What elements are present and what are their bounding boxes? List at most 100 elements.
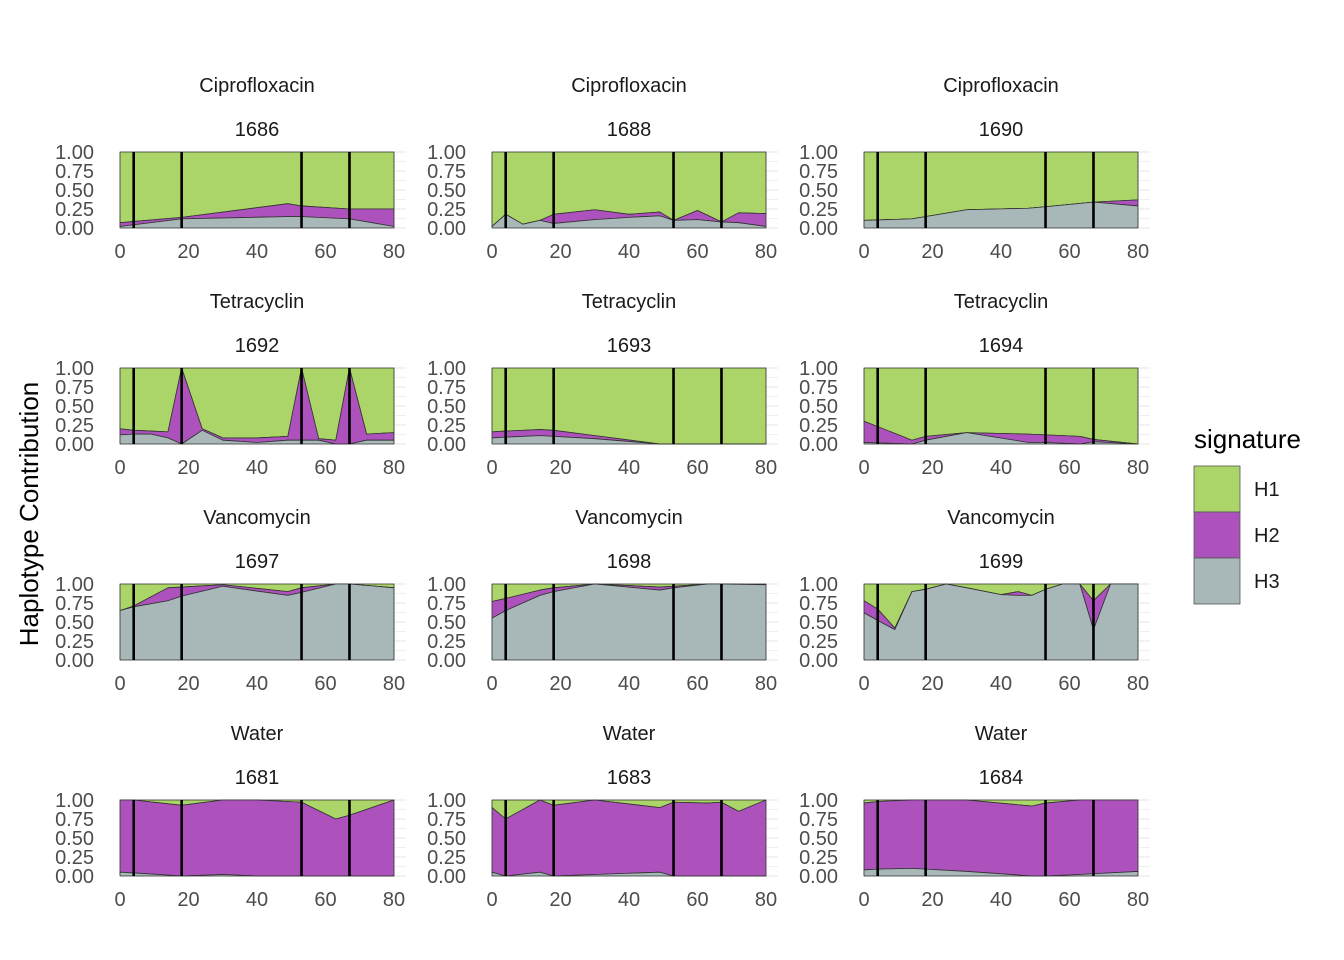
x-tick-label: 20 <box>549 457 571 479</box>
area-h3 <box>491 213 767 229</box>
y-tick-label: 1.00 <box>427 142 466 164</box>
legend: signature H1 H2 H3 <box>1193 424 1301 605</box>
strip-id-label: 1684 <box>979 767 1024 789</box>
strip-treatment-label: Ciprofloxacin <box>571 75 687 97</box>
x-tick-label: 80 <box>1127 889 1149 911</box>
y-tick-label: 0.50 <box>55 828 94 850</box>
y-tick-label: 0.00 <box>55 434 94 456</box>
y-tick-label: 0.25 <box>55 847 94 869</box>
x-tick-label: 80 <box>383 889 405 911</box>
facet-panel: Water 1681 0.000.250.500.751.00 0 20 40 60 80 <box>55 723 406 911</box>
x-tick-label: 60 <box>686 889 708 911</box>
strip-treatment-label: Tetracyclin <box>582 291 676 313</box>
strip-treatment-label: Water <box>231 723 284 745</box>
area-h3 <box>491 583 767 661</box>
x-tick-label: 60 <box>314 889 336 911</box>
y-tick-label: 0.00 <box>427 434 466 456</box>
strip-id-label: 1688 <box>607 119 652 141</box>
area-h3 <box>863 868 1139 877</box>
y-tick-label: 0.00 <box>55 650 94 672</box>
x-tick-label: 80 <box>755 457 777 479</box>
x-tick-label: 0 <box>486 889 497 911</box>
x-tick-label: 0 <box>114 673 125 695</box>
strip-treatment-label: Tetracyclin <box>954 291 1048 313</box>
y-tick-label: 1.00 <box>427 790 466 812</box>
x-tick-label: 40 <box>990 457 1012 479</box>
y-tick-label: 1.00 <box>799 142 838 164</box>
y-tick-label: 0.00 <box>55 218 94 240</box>
x-tick-label: 80 <box>755 241 777 263</box>
x-tick-label: 20 <box>549 241 571 263</box>
strip-id-label: 1686 <box>235 119 280 141</box>
x-tick-label: 0 <box>114 889 125 911</box>
y-tick-label: 0.50 <box>799 828 838 850</box>
x-tick-label: 60 <box>1058 241 1080 263</box>
x-tick-label: 80 <box>1127 673 1149 695</box>
facet-panel: Water 1683 0.000.250.500.751.00 0 20 40 60 80 <box>427 723 778 911</box>
x-tick-label: 20 <box>177 241 199 263</box>
facet-panel: Tetracyclin 1692 0.000.250.500.751.00 0 20 40… <box>55 291 406 479</box>
y-tick-label: 0.75 <box>427 377 466 399</box>
strip-id-label: 1690 <box>979 119 1024 141</box>
x-tick-label: 0 <box>114 457 125 479</box>
x-tick-label: 20 <box>921 457 943 479</box>
facet-panel: Ciprofloxacin 1686 0.000.250.500.751.00 0 20… <box>55 75 406 263</box>
strip-treatment-label: Tetracyclin <box>210 291 304 313</box>
y-tick-label: 0.50 <box>55 180 94 202</box>
y-tick-label: 0.50 <box>799 180 838 202</box>
x-tick-label: 60 <box>314 673 336 695</box>
x-tick-label: 0 <box>858 241 869 263</box>
y-tick-label: 0.00 <box>55 866 94 888</box>
y-tick-label: 0.25 <box>427 631 466 653</box>
strip-treatment-label: Vancomycin <box>947 507 1054 529</box>
x-tick-label: 0 <box>114 241 125 263</box>
y-tick-label: 0.25 <box>799 631 838 653</box>
x-tick-label: 60 <box>1058 457 1080 479</box>
x-tick-label: 20 <box>921 673 943 695</box>
x-tick-label: 40 <box>246 457 268 479</box>
x-tick-label: 60 <box>1058 889 1080 911</box>
strip-id-label: 1694 <box>979 335 1024 357</box>
area-h3 <box>119 871 395 877</box>
legend-key-h3 <box>1193 557 1241 605</box>
x-tick-label: 80 <box>1127 457 1149 479</box>
area-h3 <box>863 201 1139 229</box>
y-tick-label: 0.25 <box>799 199 838 221</box>
x-tick-label: 0 <box>486 673 497 695</box>
area-h2 <box>491 799 767 877</box>
y-tick-label: 0.25 <box>427 847 466 869</box>
y-tick-label: 0.25 <box>427 415 466 437</box>
y-tick-label: 0.50 <box>427 396 466 418</box>
y-tick-label: 1.00 <box>55 790 94 812</box>
legend-label-h3: H3 <box>1254 571 1280 593</box>
y-tick-label: 0.75 <box>799 809 838 831</box>
strip-treatment-label: Water <box>603 723 656 745</box>
y-tick-label: 0.50 <box>55 612 94 634</box>
legend-key-h1 <box>1193 465 1241 513</box>
y-tick-label: 0.25 <box>55 415 94 437</box>
y-tick-label: 0.25 <box>427 199 466 221</box>
facet-panel: Tetracyclin 1694 0.000.250.500.751.00 0 20 40… <box>799 291 1150 479</box>
legend-key-h2 <box>1193 511 1241 559</box>
y-tick-label: 0.75 <box>55 377 94 399</box>
y-tick-label: 0.25 <box>55 631 94 653</box>
area-h3 <box>491 435 767 445</box>
x-tick-label: 0 <box>858 457 869 479</box>
facet-panel: Vancomycin 1697 0.000.250.500.751.00 0 20 40 6… <box>55 507 406 695</box>
x-tick-label: 20 <box>177 457 199 479</box>
y-tick-label: 1.00 <box>799 790 838 812</box>
x-tick-label: 0 <box>858 889 869 911</box>
x-tick-label: 80 <box>383 673 405 695</box>
y-tick-label: 0.75 <box>427 809 466 831</box>
y-tick-label: 0.75 <box>427 161 466 183</box>
y-tick-label: 0.00 <box>427 218 466 240</box>
x-tick-label: 60 <box>686 457 708 479</box>
y-tick-label: 0.25 <box>799 847 838 869</box>
strip-treatment-label: Vancomycin <box>575 507 682 529</box>
x-tick-label: 80 <box>383 457 405 479</box>
y-tick-label: 0.00 <box>799 866 838 888</box>
y-tick-label: 0.50 <box>799 612 838 634</box>
x-tick-label: 20 <box>921 241 943 263</box>
